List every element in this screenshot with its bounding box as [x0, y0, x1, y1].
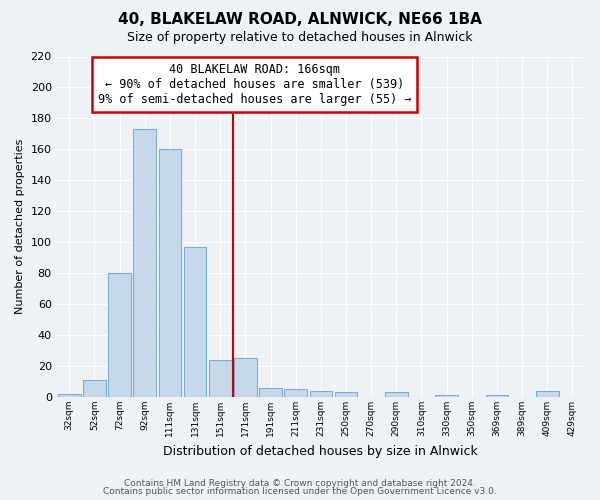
Bar: [108, 273, 131, 397]
Bar: [133, 129, 156, 397]
Bar: [536, 391, 559, 397]
Bar: [485, 396, 508, 397]
Bar: [385, 392, 407, 397]
Bar: [209, 360, 232, 397]
Text: Size of property relative to detached houses in Alnwick: Size of property relative to detached ho…: [127, 31, 473, 44]
Y-axis label: Number of detached properties: Number of detached properties: [15, 139, 25, 314]
Bar: [284, 390, 307, 397]
X-axis label: Distribution of detached houses by size in Alnwick: Distribution of detached houses by size …: [163, 444, 478, 458]
Bar: [83, 380, 106, 397]
Text: Contains public sector information licensed under the Open Government Licence v3: Contains public sector information licen…: [103, 487, 497, 496]
Bar: [184, 247, 206, 397]
Bar: [259, 388, 282, 397]
Bar: [234, 358, 257, 397]
Text: 40, BLAKELAW ROAD, ALNWICK, NE66 1BA: 40, BLAKELAW ROAD, ALNWICK, NE66 1BA: [118, 12, 482, 28]
Bar: [58, 394, 80, 397]
Text: 40 BLAKELAW ROAD: 166sqm
← 90% of detached houses are smaller (539)
9% of semi-d: 40 BLAKELAW ROAD: 166sqm ← 90% of detach…: [98, 64, 412, 106]
Bar: [335, 392, 358, 397]
Bar: [158, 150, 181, 397]
Text: Contains HM Land Registry data © Crown copyright and database right 2024.: Contains HM Land Registry data © Crown c…: [124, 478, 476, 488]
Bar: [310, 391, 332, 397]
Bar: [436, 396, 458, 397]
